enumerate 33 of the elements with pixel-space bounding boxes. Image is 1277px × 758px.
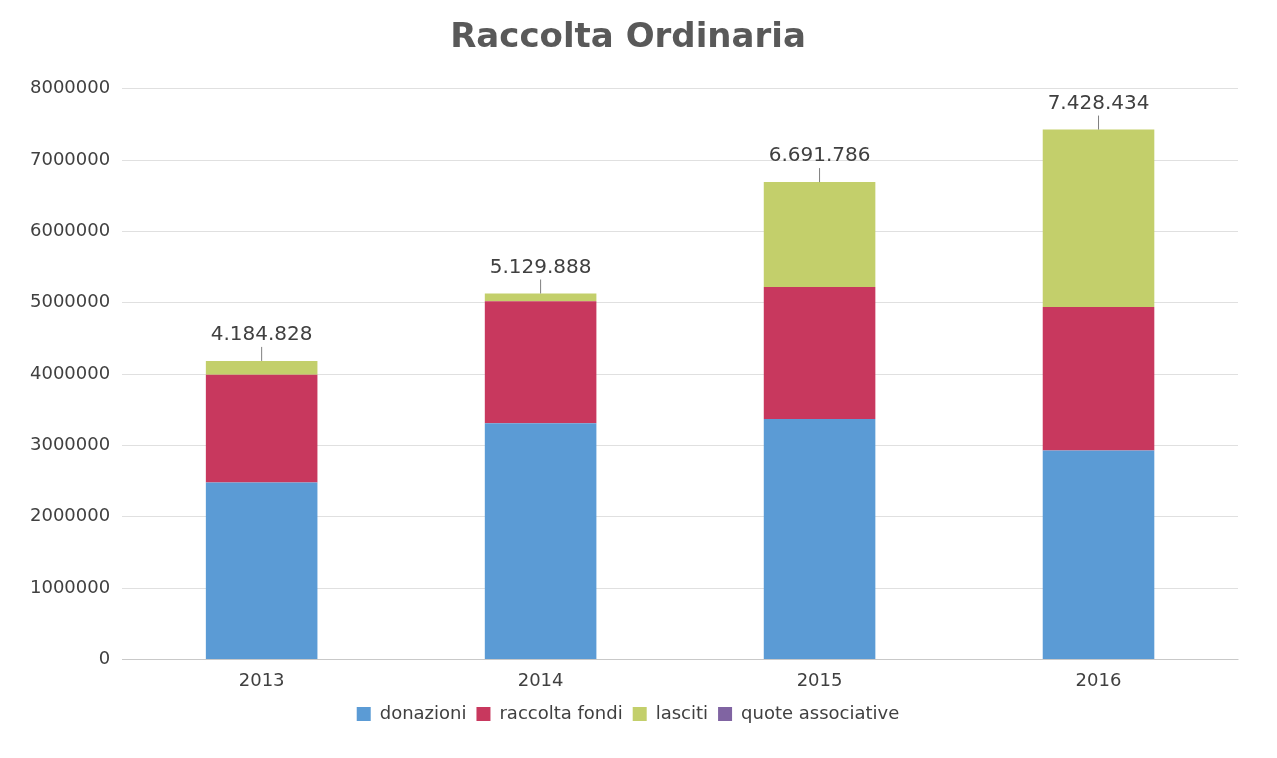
y-tick-label: 1000000 bbox=[29, 575, 111, 597]
total-label: 4.184.828 bbox=[210, 321, 313, 346]
y-tick-label: 4000000 bbox=[29, 361, 111, 383]
total-label: 6.691.786 bbox=[768, 142, 871, 167]
y-tick-label: 5000000 bbox=[29, 290, 111, 312]
total-label: 5.129.888 bbox=[489, 253, 592, 278]
bar bbox=[1042, 307, 1155, 451]
y-tick-label: 0 bbox=[98, 647, 111, 669]
bar bbox=[484, 423, 597, 659]
bar bbox=[205, 360, 318, 375]
y-tick-label: 2000000 bbox=[29, 504, 111, 526]
bar bbox=[763, 419, 876, 659]
x-tick-label: 2013 bbox=[238, 668, 285, 690]
bar bbox=[484, 301, 597, 424]
total-label: 7.428.434 bbox=[1047, 89, 1150, 114]
chart-title: Raccolta Ordinaria bbox=[450, 15, 806, 56]
bar bbox=[1042, 129, 1155, 308]
legend-label: quote associative bbox=[741, 701, 900, 723]
bar bbox=[1042, 450, 1155, 659]
x-tick-label: 2014 bbox=[517, 668, 564, 690]
x-tick-label: 2016 bbox=[1075, 668, 1122, 690]
legend-label: raccolta fondi bbox=[499, 701, 623, 723]
legend-label: donazioni bbox=[379, 701, 467, 723]
y-tick-label: 7000000 bbox=[29, 147, 111, 169]
y-tick-label: 6000000 bbox=[29, 219, 111, 241]
bar bbox=[763, 287, 876, 420]
y-tick-label: 3000000 bbox=[29, 433, 111, 455]
bar bbox=[205, 374, 318, 483]
legend-label: lasciti bbox=[655, 701, 709, 723]
x-tick-label: 2015 bbox=[796, 668, 843, 690]
bar bbox=[205, 482, 318, 659]
bar bbox=[763, 182, 876, 288]
y-tick-label: 8000000 bbox=[29, 76, 111, 98]
